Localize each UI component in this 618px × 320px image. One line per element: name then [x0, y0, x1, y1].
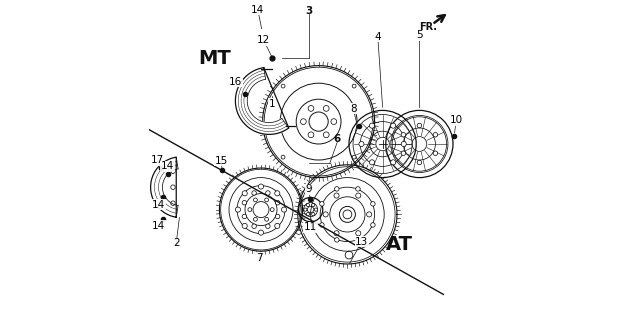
- Circle shape: [320, 202, 324, 206]
- Circle shape: [276, 214, 280, 219]
- Circle shape: [253, 217, 257, 221]
- Circle shape: [356, 238, 360, 242]
- Circle shape: [281, 155, 285, 159]
- Circle shape: [300, 119, 307, 124]
- Circle shape: [315, 208, 318, 211]
- Circle shape: [171, 185, 176, 189]
- Circle shape: [334, 238, 339, 242]
- Text: 17: 17: [150, 155, 164, 165]
- Circle shape: [356, 231, 361, 236]
- Text: 7: 7: [256, 252, 263, 263]
- Text: 14: 14: [152, 200, 165, 210]
- Circle shape: [433, 132, 438, 137]
- Circle shape: [307, 204, 310, 207]
- Circle shape: [311, 204, 315, 207]
- Circle shape: [242, 223, 247, 228]
- Text: 1: 1: [269, 99, 276, 109]
- Circle shape: [258, 184, 263, 189]
- Circle shape: [320, 223, 324, 227]
- Circle shape: [417, 160, 421, 165]
- Text: 4: 4: [375, 32, 381, 42]
- Circle shape: [371, 202, 375, 206]
- Circle shape: [433, 151, 438, 156]
- Circle shape: [308, 106, 314, 111]
- Circle shape: [401, 132, 405, 137]
- Circle shape: [276, 200, 280, 205]
- Circle shape: [401, 151, 405, 156]
- Circle shape: [265, 198, 268, 202]
- Circle shape: [171, 169, 176, 173]
- Circle shape: [253, 198, 257, 202]
- Circle shape: [242, 200, 247, 205]
- Text: 15: 15: [214, 156, 227, 166]
- Circle shape: [352, 84, 356, 88]
- Polygon shape: [235, 68, 289, 134]
- Circle shape: [366, 212, 371, 217]
- Circle shape: [242, 214, 247, 219]
- Circle shape: [323, 212, 328, 217]
- Text: 14: 14: [152, 220, 165, 231]
- Text: 12: 12: [257, 35, 270, 45]
- Circle shape: [311, 212, 315, 216]
- Circle shape: [391, 160, 396, 165]
- Polygon shape: [151, 157, 178, 217]
- Text: FR.: FR.: [420, 22, 438, 32]
- Circle shape: [281, 207, 287, 212]
- Circle shape: [323, 106, 329, 111]
- Text: 8: 8: [350, 104, 357, 114]
- Circle shape: [308, 132, 314, 138]
- Circle shape: [334, 193, 339, 198]
- Circle shape: [303, 208, 307, 211]
- Circle shape: [352, 155, 356, 159]
- Circle shape: [248, 208, 252, 212]
- Text: 11: 11: [304, 222, 317, 232]
- Circle shape: [265, 217, 268, 221]
- Circle shape: [266, 191, 270, 195]
- Text: 3: 3: [305, 6, 313, 16]
- Circle shape: [334, 231, 339, 236]
- Circle shape: [359, 141, 364, 147]
- Circle shape: [252, 191, 256, 195]
- Text: 9: 9: [306, 184, 312, 195]
- Circle shape: [270, 208, 274, 212]
- Circle shape: [266, 224, 270, 228]
- Text: 2: 2: [173, 238, 179, 248]
- Circle shape: [281, 84, 285, 88]
- Circle shape: [370, 123, 375, 128]
- Circle shape: [171, 201, 176, 205]
- Text: 6: 6: [334, 134, 341, 144]
- Circle shape: [235, 207, 240, 212]
- Circle shape: [323, 132, 329, 138]
- Text: 5: 5: [416, 30, 423, 40]
- Text: 14: 14: [251, 4, 265, 15]
- Text: 10: 10: [450, 115, 463, 125]
- Circle shape: [417, 123, 421, 128]
- Text: 16: 16: [229, 76, 242, 87]
- Text: 13: 13: [355, 236, 368, 247]
- Text: MT: MT: [198, 49, 231, 68]
- Circle shape: [356, 193, 361, 198]
- Circle shape: [401, 141, 406, 147]
- Circle shape: [307, 212, 310, 216]
- Circle shape: [258, 230, 263, 235]
- Circle shape: [370, 160, 375, 165]
- Circle shape: [242, 191, 247, 196]
- Text: AT: AT: [386, 235, 413, 253]
- Circle shape: [275, 223, 280, 228]
- Circle shape: [356, 187, 360, 191]
- Circle shape: [331, 119, 337, 124]
- Circle shape: [334, 187, 339, 191]
- Circle shape: [391, 123, 396, 128]
- Circle shape: [275, 191, 280, 196]
- Circle shape: [252, 224, 256, 228]
- Text: 14: 14: [161, 161, 174, 172]
- Circle shape: [371, 223, 375, 227]
